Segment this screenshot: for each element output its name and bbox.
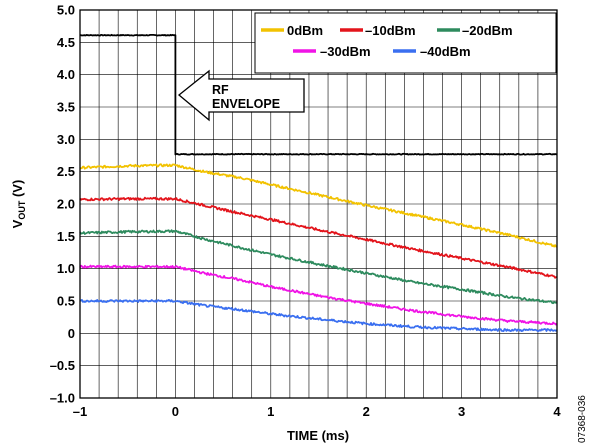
annotation-line-2: ENVELOPE: [212, 97, 280, 111]
y-axis-title-main: V: [10, 219, 25, 228]
figure-id: 07368-036: [577, 395, 588, 443]
x-tick-label: 2: [363, 404, 370, 419]
x-axis-title: TIME (ms): [287, 428, 349, 443]
y-tick-label: –1.0: [50, 391, 75, 406]
legend-label-minus10dbm: –10dBm: [365, 23, 416, 38]
y-tick-label: 2.0: [57, 197, 75, 212]
legend: 0dBm –10dBm –20dBm –30dBm –40dBm: [255, 13, 556, 73]
y-tick-label: 0: [68, 326, 75, 341]
y-tick-label: 3.5: [57, 100, 75, 115]
legend-label-minus40dbm: –40dBm: [420, 44, 471, 59]
legend-label-minus30dbm: –30dBm: [320, 44, 371, 59]
y-tick-label: 1.5: [57, 229, 75, 244]
y-tick-label: –0.5: [50, 358, 75, 373]
x-tick-label: 4: [553, 404, 561, 419]
x-tick-label: 0: [172, 404, 179, 419]
y-axis-title-unit: (V): [10, 180, 25, 201]
x-tick-label: 3: [458, 404, 465, 419]
legend-label-minus20dbm: –20dBm: [462, 23, 513, 38]
y-tick-label: 3.0: [57, 132, 75, 147]
y-tick-label: 2.5: [57, 164, 75, 179]
y-tick-label: 4.0: [57, 67, 75, 82]
legend-label-0dbm: 0dBm: [287, 23, 323, 38]
x-tick-label: 1: [267, 404, 274, 419]
x-tick-label: –1: [73, 404, 87, 419]
y-tick-label: 1.0: [57, 261, 75, 276]
legend-box: [255, 13, 556, 73]
y-axis-title-subscript: OUT: [17, 200, 27, 220]
y-tick-label: 0.5: [57, 294, 75, 309]
y-tick-label: 5.0: [57, 3, 75, 18]
y-tick-label: 4.5: [57, 35, 75, 50]
annotation-line-1: RF: [212, 83, 229, 97]
